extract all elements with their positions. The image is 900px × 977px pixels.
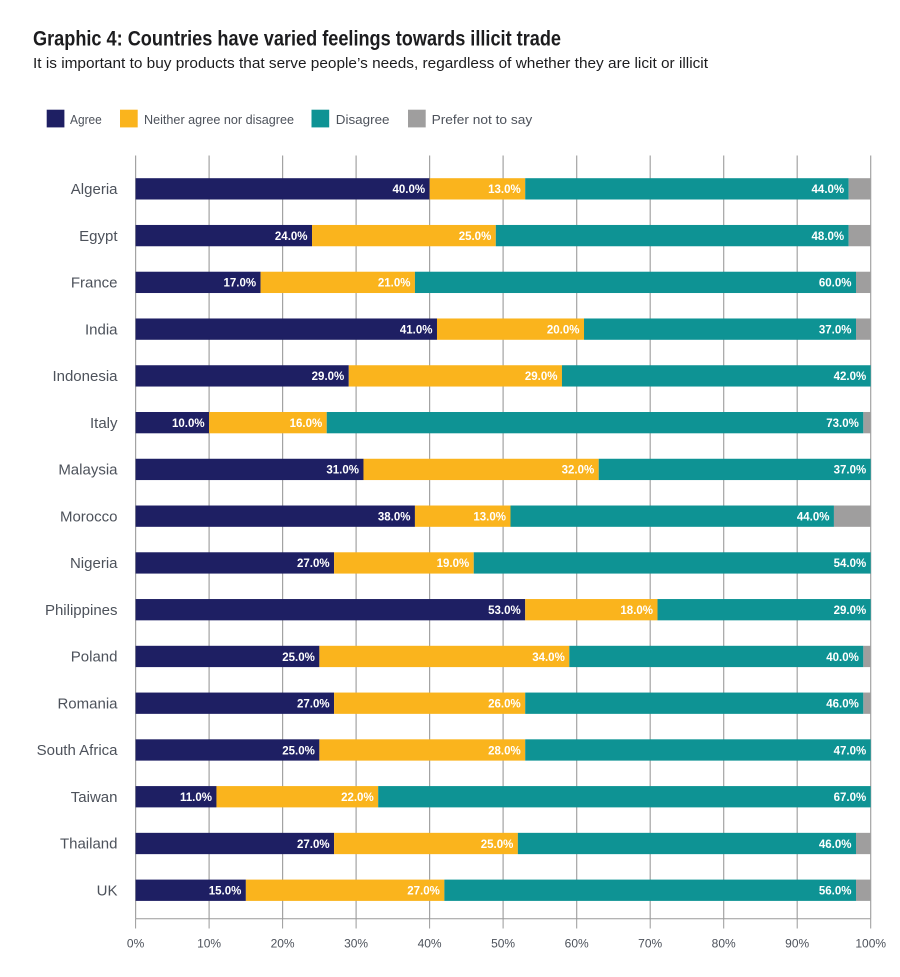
svg-text:40%: 40% [418,937,442,951]
svg-text:Disagree: Disagree [336,113,390,127]
svg-text:Egypt: Egypt [79,228,118,245]
svg-text:18.0%: 18.0% [620,605,653,617]
svg-text:32.0%: 32.0% [562,465,595,477]
svg-text:90%: 90% [785,937,809,951]
svg-text:Malaysia: Malaysia [58,462,118,479]
svg-text:28.0%: 28.0% [488,745,521,757]
svg-text:34.0%: 34.0% [532,652,565,664]
svg-text:10%: 10% [197,937,221,951]
svg-text:UK: UK [97,882,118,899]
svg-text:26.0%: 26.0% [488,699,521,711]
svg-text:Agree: Agree [70,113,102,127]
svg-text:60%: 60% [565,937,589,951]
svg-text:0%: 0% [127,937,145,951]
svg-text:Italy: Italy [90,415,118,432]
svg-text:15.0%: 15.0% [209,886,242,898]
svg-text:It is important to buy product: It is important to buy products that ser… [33,55,709,72]
svg-text:80%: 80% [712,937,736,951]
svg-text:Taiwan: Taiwan [71,789,118,806]
svg-text:46.0%: 46.0% [826,699,859,711]
svg-text:53.0%: 53.0% [488,605,521,617]
svg-text:25.0%: 25.0% [282,652,315,664]
svg-text:13.0%: 13.0% [488,184,521,196]
svg-text:Morocco: Morocco [60,508,118,525]
svg-text:11.0%: 11.0% [180,792,212,804]
svg-text:47.0%: 47.0% [834,745,867,757]
svg-text:60.0%: 60.0% [819,278,852,290]
svg-text:22.0%: 22.0% [341,792,374,804]
svg-text:South Africa: South Africa [37,742,119,759]
svg-text:50%: 50% [491,937,515,951]
svg-text:37.0%: 37.0% [819,324,852,336]
svg-text:27.0%: 27.0% [297,699,330,711]
svg-text:Algeria: Algeria [71,181,118,198]
svg-text:67.0%: 67.0% [834,792,867,804]
svg-text:19.0%: 19.0% [437,558,470,570]
svg-text:73.0%: 73.0% [826,418,859,430]
svg-text:40.0%: 40.0% [393,184,426,196]
svg-text:24.0%: 24.0% [275,231,308,243]
svg-text:21.0%: 21.0% [378,278,411,290]
svg-text:20.0%: 20.0% [547,324,580,336]
svg-text:100%: 100% [855,937,886,951]
svg-text:Thailand: Thailand [60,836,118,853]
svg-text:India: India [85,321,118,338]
svg-text:25.0%: 25.0% [459,231,492,243]
svg-text:27.0%: 27.0% [407,886,440,898]
svg-text:Neither agree nor disagree: Neither agree nor disagree [144,113,294,127]
svg-text:38.0%: 38.0% [378,511,411,523]
svg-text:41.0%: 41.0% [400,324,433,336]
svg-text:Romania: Romania [57,695,118,712]
svg-text:42.0%: 42.0% [834,371,867,383]
svg-text:56.0%: 56.0% [819,886,852,898]
svg-text:Nigeria: Nigeria [70,555,118,572]
svg-text:16.0%: 16.0% [290,418,323,430]
svg-text:Indonesia: Indonesia [52,368,118,385]
svg-text:46.0%: 46.0% [819,839,852,851]
svg-text:Philippines: Philippines [45,602,118,619]
svg-text:54.0%: 54.0% [834,558,867,570]
svg-text:France: France [71,275,118,292]
svg-text:29.0%: 29.0% [834,605,867,617]
svg-text:30%: 30% [344,937,368,951]
svg-text:40.0%: 40.0% [826,652,859,664]
svg-text:31.0%: 31.0% [326,465,359,477]
svg-text:29.0%: 29.0% [312,371,345,383]
svg-text:Graphic 4: Countries have vari: Graphic 4: Countries have varied feeling… [33,28,561,51]
svg-text:Prefer not to say: Prefer not to say [432,113,533,127]
svg-text:44.0%: 44.0% [812,184,845,196]
svg-text:25.0%: 25.0% [481,839,514,851]
svg-text:Poland: Poland [71,649,118,666]
svg-text:13.0%: 13.0% [473,511,506,523]
svg-text:70%: 70% [638,937,662,951]
svg-text:20%: 20% [271,937,295,951]
svg-text:29.0%: 29.0% [525,371,558,383]
svg-text:48.0%: 48.0% [812,231,845,243]
svg-text:27.0%: 27.0% [297,558,330,570]
svg-text:37.0%: 37.0% [834,465,867,477]
svg-text:25.0%: 25.0% [282,745,315,757]
svg-text:44.0%: 44.0% [797,511,830,523]
svg-text:17.0%: 17.0% [223,278,256,290]
svg-text:10.0%: 10.0% [172,418,205,430]
svg-text:27.0%: 27.0% [297,839,330,851]
